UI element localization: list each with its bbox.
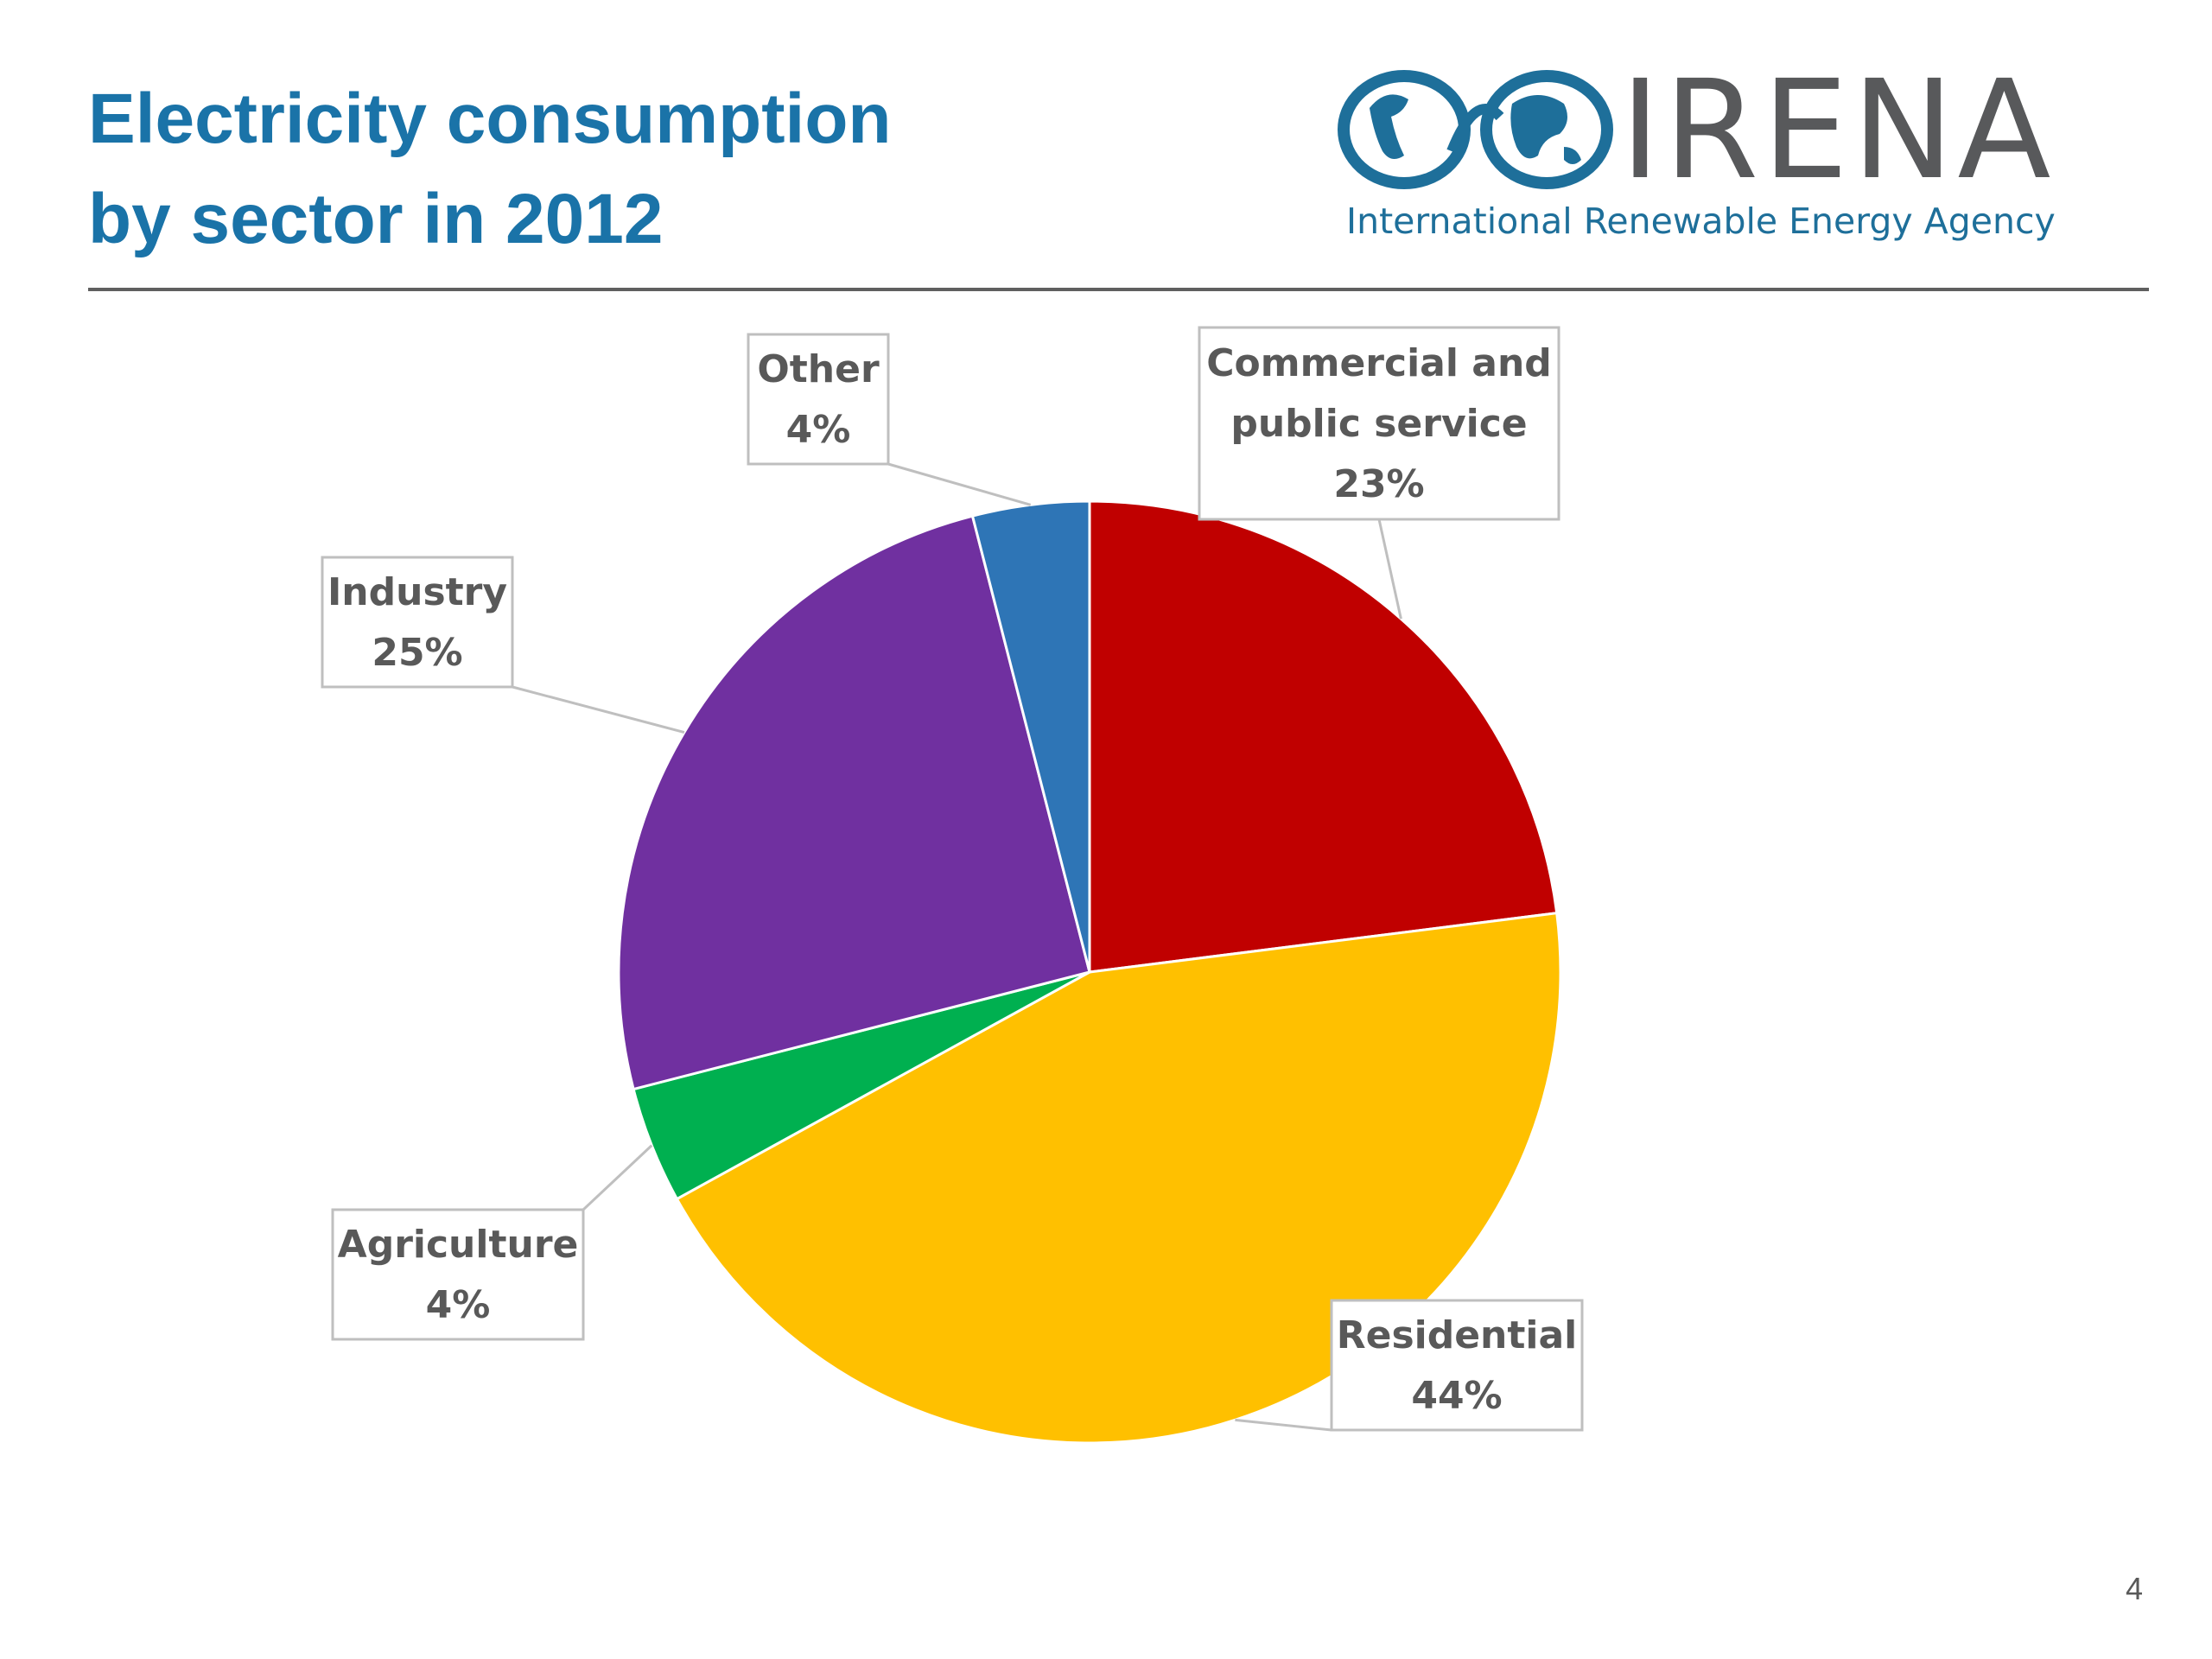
leader-line [582, 1144, 653, 1211]
data-label-box [331, 1208, 585, 1341]
data-label-percent: 23% [1333, 462, 1424, 506]
data-labels: Commercial and public service 23% Residenti… [321, 326, 1584, 1432]
data-label-category: public service [1230, 402, 1527, 446]
slide-title: Electricity consumption by sector in 201… [88, 69, 892, 270]
pie-slice-commercial-and-public-service [1088, 499, 1559, 974]
data-label-category: Agriculture [338, 1223, 579, 1267]
pie-slice-industry [617, 514, 1091, 1091]
leader-line [887, 462, 1032, 506]
title-line-1: Electricity consumption [88, 79, 892, 158]
page-number: 4 [2126, 1571, 2144, 1606]
title-line-2: by sector in 2012 [88, 180, 664, 258]
leader-line [512, 685, 685, 734]
logo-tagline: International Renewable Energy Agency [1346, 200, 2056, 242]
title-divider [88, 288, 2149, 291]
irena-logo: IRENA International Renewable Energy Age… [1331, 48, 2082, 255]
data-label-box [1198, 326, 1560, 521]
leader-lines [512, 462, 1402, 1432]
data-label-category: Residential [1337, 1313, 1578, 1357]
leader-line [1377, 518, 1402, 620]
data-label-category: Commercial and [1206, 341, 1552, 385]
data-label-percent: 44% [1411, 1374, 1502, 1418]
data-label-box [321, 556, 514, 689]
globe-infinity-icon [1338, 70, 1613, 189]
data-label-box [747, 333, 890, 466]
data-label-percent: 25% [372, 631, 462, 675]
data-label-category: Other [757, 347, 880, 391]
data-label-box [1330, 1299, 1584, 1432]
data-label-percent: 4% [786, 408, 851, 452]
logo-wordmark: IRENA [1620, 51, 2055, 210]
leader-line [1235, 1418, 1332, 1432]
data-label-category: Industry [327, 570, 507, 614]
data-label-percent: 4% [426, 1283, 491, 1327]
